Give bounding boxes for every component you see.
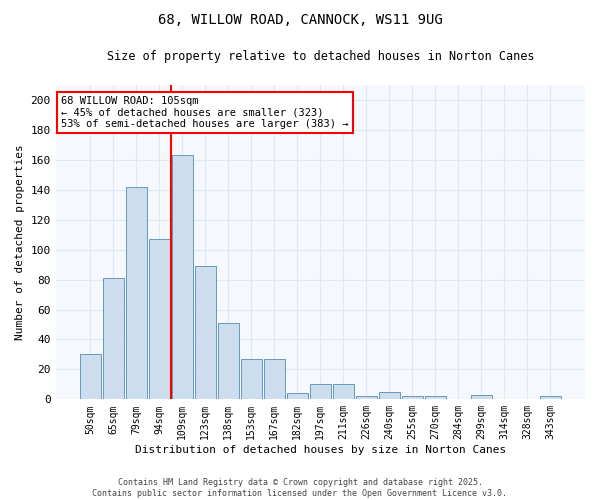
Bar xyxy=(195,266,216,400)
X-axis label: Distribution of detached houses by size in Norton Canes: Distribution of detached houses by size … xyxy=(135,445,506,455)
Bar xyxy=(126,187,147,400)
Bar xyxy=(333,384,354,400)
Bar xyxy=(149,239,170,400)
Bar xyxy=(241,359,262,400)
Y-axis label: Number of detached properties: Number of detached properties xyxy=(15,144,25,340)
Bar xyxy=(540,396,561,400)
Bar xyxy=(103,278,124,400)
Title: Size of property relative to detached houses in Norton Canes: Size of property relative to detached ho… xyxy=(107,50,534,63)
Bar xyxy=(402,396,423,400)
Bar xyxy=(356,396,377,400)
Bar xyxy=(172,156,193,400)
Bar xyxy=(471,395,492,400)
Text: 68 WILLOW ROAD: 105sqm
← 45% of detached houses are smaller (323)
53% of semi-de: 68 WILLOW ROAD: 105sqm ← 45% of detached… xyxy=(61,96,349,129)
Bar xyxy=(287,394,308,400)
Text: Contains HM Land Registry data © Crown copyright and database right 2025.
Contai: Contains HM Land Registry data © Crown c… xyxy=(92,478,508,498)
Bar xyxy=(425,396,446,400)
Bar xyxy=(80,354,101,400)
Text: 68, WILLOW ROAD, CANNOCK, WS11 9UG: 68, WILLOW ROAD, CANNOCK, WS11 9UG xyxy=(158,12,442,26)
Bar xyxy=(379,392,400,400)
Bar xyxy=(310,384,331,400)
Bar xyxy=(264,359,285,400)
Bar xyxy=(218,323,239,400)
